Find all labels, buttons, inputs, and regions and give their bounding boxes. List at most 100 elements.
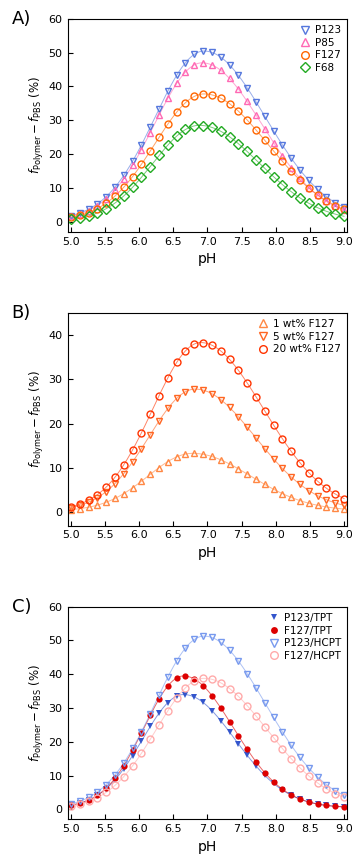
1 wt% F127 — [210, 452, 214, 462]
1 wt% F127 — [122, 489, 126, 499]
F127/HCPT — [78, 798, 82, 809]
F127/TPT — [130, 745, 135, 755]
P85 — [166, 93, 170, 104]
1 wt% F127 — [262, 479, 267, 490]
1 wt% F127 — [254, 474, 258, 484]
P123 — [86, 204, 91, 215]
5 wt% F127 — [69, 503, 73, 513]
F127 — [245, 115, 249, 125]
P85 — [218, 65, 223, 75]
P123/TPT — [236, 739, 241, 749]
P123/TPT — [280, 785, 285, 795]
1 wt% F127 — [174, 452, 179, 462]
F127/TPT — [157, 694, 161, 704]
P123/HCPT — [174, 656, 179, 666]
P85 — [104, 194, 108, 204]
F127/TPT — [324, 800, 329, 811]
F127/HCPT — [201, 673, 205, 683]
20 wt% F127 — [228, 354, 232, 364]
F127/TPT — [236, 730, 241, 740]
Y-axis label: $f_{\mathrm{Polymer}} - f_{\mathrm{PBS}}$ (%): $f_{\mathrm{Polymer}} - f_{\mathrm{PBS}}… — [28, 370, 46, 468]
F127/HCPT — [157, 720, 161, 730]
P123/TPT — [166, 697, 170, 708]
20 wt% F127 — [236, 365, 241, 375]
F127 — [324, 195, 329, 206]
P123 — [316, 184, 320, 195]
F68 — [324, 206, 329, 216]
F68 — [254, 155, 258, 165]
5 wt% F127 — [157, 416, 161, 426]
5 wt% F127 — [280, 464, 285, 474]
Line: F127: F127 — [67, 91, 348, 221]
P123 — [342, 202, 346, 213]
20 wt% F127 — [254, 392, 258, 402]
P85 — [139, 144, 144, 155]
5 wt% F127 — [289, 471, 293, 482]
F127/TPT — [254, 757, 258, 767]
1 wt% F127 — [148, 469, 153, 479]
Line: F68: F68 — [67, 122, 348, 223]
F68 — [272, 171, 276, 182]
F127/TPT — [139, 727, 144, 738]
F127/TPT — [272, 777, 276, 787]
P85 — [306, 183, 311, 193]
P85 — [157, 110, 161, 120]
P85 — [148, 127, 153, 138]
P85 — [174, 79, 179, 89]
5 wt% F127 — [113, 478, 117, 489]
P123 — [324, 191, 329, 202]
5 wt% F127 — [183, 387, 188, 397]
1 wt% F127 — [218, 455, 223, 465]
P123/TPT — [113, 775, 117, 785]
F68 — [236, 138, 241, 149]
P123/HCPT — [78, 796, 82, 806]
1 wt% F127 — [166, 457, 170, 467]
F127 — [166, 119, 170, 129]
P123/TPT — [157, 708, 161, 718]
P123/HCPT — [139, 727, 144, 737]
F127/TPT — [306, 797, 311, 807]
F127 — [78, 210, 82, 221]
1 wt% F127 — [95, 500, 100, 510]
20 wt% F127 — [157, 390, 161, 400]
F127 — [174, 107, 179, 118]
F127/TPT — [218, 702, 223, 713]
F68 — [298, 193, 302, 203]
20 wt% F127 — [130, 445, 135, 455]
P123 — [78, 208, 82, 218]
5 wt% F127 — [78, 500, 82, 510]
20 wt% F127 — [86, 495, 91, 505]
P123 — [157, 104, 161, 114]
P123/TPT — [298, 794, 302, 804]
F68 — [306, 198, 311, 208]
1 wt% F127 — [130, 483, 135, 493]
F127/HCPT — [183, 682, 188, 693]
P85 — [333, 202, 337, 212]
F127 — [272, 146, 276, 157]
1 wt% F127 — [192, 448, 197, 458]
F68 — [218, 126, 223, 137]
P123/HCPT — [157, 690, 161, 701]
1 wt% F127 — [342, 504, 346, 515]
P123/HCPT — [254, 682, 258, 693]
P123/HCPT — [342, 791, 346, 801]
F68 — [130, 182, 135, 192]
1 wt% F127 — [228, 458, 232, 469]
P123 — [95, 199, 100, 209]
5 wt% F127 — [166, 403, 170, 413]
F127 — [201, 89, 205, 99]
P123/HCPT — [148, 708, 153, 719]
X-axis label: pH: pH — [198, 546, 217, 560]
P123/TPT — [104, 784, 108, 794]
F127 — [183, 98, 188, 108]
P85 — [245, 96, 249, 106]
1 wt% F127 — [78, 503, 82, 514]
P123/TPT — [245, 750, 249, 760]
1 wt% F127 — [272, 484, 276, 495]
P85 — [254, 110, 258, 120]
P123/TPT — [289, 790, 293, 800]
P123 — [280, 140, 285, 151]
F68 — [69, 215, 73, 225]
P123/TPT — [272, 778, 276, 789]
P123/HCPT — [183, 643, 188, 653]
